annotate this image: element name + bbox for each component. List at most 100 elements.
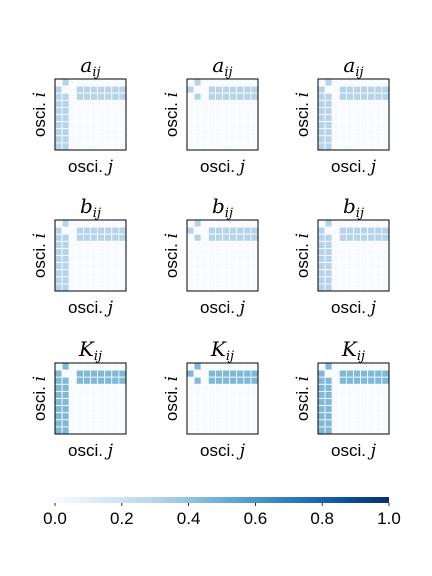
heatmap-cell xyxy=(324,276,333,285)
heatmap-cell xyxy=(229,262,238,271)
panel-frame xyxy=(186,362,259,435)
heatmap-cell xyxy=(229,390,238,399)
heatmap-cell xyxy=(250,240,259,249)
heatmap-cell xyxy=(61,78,70,87)
heatmap-cell xyxy=(331,142,340,151)
heatmap-cell xyxy=(338,369,347,378)
heatmap-cell xyxy=(111,255,120,263)
heatmap-cell xyxy=(193,362,202,371)
heatmap-cell xyxy=(338,390,347,399)
heatmap-cell xyxy=(75,376,84,385)
heatmap-cell xyxy=(250,135,259,144)
heatmap-cell xyxy=(200,419,209,428)
heatmap-cell xyxy=(243,412,252,421)
heatmap-cell xyxy=(61,107,70,115)
heatmap-cell xyxy=(250,226,259,235)
heatmap-cell xyxy=(200,276,209,285)
colorbar-tick-label: 0.0 xyxy=(43,509,67,528)
heatmap-cell xyxy=(222,78,230,87)
heatmap-cell xyxy=(236,219,245,228)
heatmap-cell xyxy=(207,135,216,144)
heatmap-cell xyxy=(331,92,340,101)
heatmap-cell xyxy=(360,219,369,228)
heatmap-cell xyxy=(214,114,223,122)
heatmap-cell xyxy=(331,78,340,87)
heatmap-cell xyxy=(54,255,63,263)
heatmap-cell xyxy=(353,283,361,292)
heatmap-cell xyxy=(229,383,238,392)
heatmap-cell xyxy=(353,135,361,144)
heatmap-cell xyxy=(324,114,333,122)
heatmap-cell xyxy=(68,390,77,399)
heatmap-cell xyxy=(229,283,238,292)
colorbar: 0.0 0.2 0.4 0.6 0.8 1.0 xyxy=(43,497,401,528)
heatmap-cell xyxy=(345,405,354,414)
heatmap-cell xyxy=(381,247,390,256)
heatmap-cell xyxy=(83,369,91,378)
heatmap-cell xyxy=(68,412,77,421)
heatmap-cell xyxy=(97,419,106,428)
heatmap-cell xyxy=(236,383,245,392)
heatmap-cell xyxy=(353,419,361,428)
heatmap-cell xyxy=(367,219,376,228)
heatmap-cell xyxy=(229,240,238,249)
heatmap-cell xyxy=(353,78,361,87)
heatmap-cell xyxy=(324,383,333,392)
heatmap-cell xyxy=(250,233,259,242)
heatmap-cell xyxy=(229,107,238,115)
heatmap-cell xyxy=(193,114,202,122)
heatmap-cell xyxy=(200,247,209,256)
heatmap-cell xyxy=(193,128,202,137)
heatmap-cell xyxy=(61,262,70,271)
heatmap-cell xyxy=(236,390,245,399)
heatmap-cell xyxy=(374,376,383,385)
heatmap-cell xyxy=(97,99,106,108)
heatmap-cell xyxy=(338,135,347,144)
heatmap-cell xyxy=(338,240,347,249)
heatmap-cell xyxy=(111,142,120,151)
heatmap-cell xyxy=(207,107,216,115)
heatmap-cell xyxy=(90,233,98,242)
heatmap-cell xyxy=(229,85,238,94)
heatmap-cell xyxy=(214,405,223,414)
heatmap-cell xyxy=(83,240,91,249)
heatmap-cell xyxy=(90,383,98,392)
heatmap-cell xyxy=(193,233,202,242)
heatmap-cell xyxy=(367,247,376,256)
heatmap-cell xyxy=(214,276,223,285)
heatmap-cell xyxy=(374,247,383,256)
heatmap-cell xyxy=(118,383,127,392)
heatmap-cell xyxy=(338,99,347,108)
heatmap-cell xyxy=(200,92,209,101)
heatmap-cell xyxy=(345,78,354,87)
heatmap-cell xyxy=(200,142,209,151)
heatmap-cell xyxy=(118,269,127,278)
panel-frame xyxy=(54,219,127,292)
heatmap-cell xyxy=(75,114,84,122)
heatmap-cell xyxy=(186,405,195,414)
heatmap-cell xyxy=(186,142,195,151)
heatmap-cell xyxy=(207,247,216,256)
heatmap-cell xyxy=(90,283,98,292)
heatmap-cell xyxy=(68,362,77,371)
heatmap-cell xyxy=(118,376,127,385)
heatmap-cell xyxy=(186,92,195,101)
heatmap-cell xyxy=(338,276,347,285)
heatmap-cell xyxy=(200,398,209,406)
heatmap-cell xyxy=(97,369,106,378)
heatmap-cell xyxy=(353,405,361,414)
heatmap-cell xyxy=(345,419,354,428)
heatmap-cell xyxy=(360,107,369,115)
heatmap-cell xyxy=(214,255,223,263)
heatmap-cell xyxy=(250,383,259,392)
heatmap-cell xyxy=(61,226,70,235)
heatmap-cell xyxy=(111,121,120,130)
heatmap-cell xyxy=(360,369,369,378)
heatmap-cell xyxy=(324,405,333,414)
heatmap-cell xyxy=(214,426,223,435)
heatmap-cell xyxy=(104,114,113,122)
heatmap-cell xyxy=(360,226,369,235)
heatmap-cell xyxy=(207,390,216,399)
heatmap-cell xyxy=(367,107,376,115)
heatmap-cell xyxy=(222,219,230,228)
